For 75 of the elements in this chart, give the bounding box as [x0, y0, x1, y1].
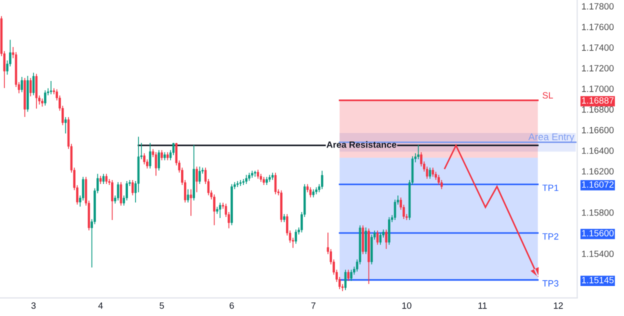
y-tick-label: 1.15400	[582, 250, 614, 258]
candlestick	[388, 217, 390, 245]
series-label: SL	[542, 92, 553, 99]
candlestick	[160, 150, 163, 160]
series-label: TP2	[542, 233, 558, 240]
candlestick	[364, 227, 367, 254]
x-tick-label: 4	[98, 302, 103, 309]
y-tick-label: 1.15145	[582, 277, 614, 284]
candlestick	[438, 174, 440, 185]
series-label: TP3	[542, 280, 558, 287]
candlestick	[428, 168, 432, 179]
candlestick	[116, 182, 120, 200]
candlestick	[196, 166, 198, 192]
candlestick	[417, 144, 420, 160]
candlestick	[190, 189, 192, 216]
y-tick-label: 1.16600	[582, 126, 614, 134]
candlestick	[376, 230, 379, 245]
candlestick	[120, 182, 122, 206]
series-label: Area Resistance	[326, 141, 396, 148]
candlestick	[242, 178, 245, 185]
candlestick	[50, 81, 52, 94]
candlestick	[362, 225, 364, 254]
candlestick	[218, 202, 222, 218]
candlestick	[132, 180, 134, 196]
series-label: TP1	[542, 184, 558, 191]
candlestick	[254, 170, 256, 177]
candlestick	[158, 150, 160, 171]
x-tick-label: 11	[478, 302, 487, 309]
y-tick-label: 1.16800	[582, 106, 614, 113]
candlestick	[35, 74, 38, 109]
y-tick-label: 1.17400	[582, 44, 614, 51]
candlestick	[294, 230, 297, 244]
y-tick-label: 1.17800	[582, 3, 614, 10]
x-tick-label: 3	[31, 302, 36, 309]
candlestick	[64, 117, 67, 134]
candlestick	[385, 230, 388, 249]
candlestick	[309, 187, 312, 198]
candlestick	[274, 172, 277, 194]
candlestick	[149, 142, 152, 168]
candlestick	[213, 194, 216, 226]
y-tick-label: 1.15800	[582, 209, 614, 216]
y-tick-label: 1.16400	[582, 148, 614, 154]
y-tick-label: 1.17600	[582, 24, 614, 30]
candlestick	[111, 180, 114, 220]
y-tick-label: 1.17000	[582, 86, 614, 92]
candlestick	[102, 174, 105, 184]
y-tick-label: 1.16072	[582, 181, 614, 188]
x-tick-label: 6	[230, 302, 234, 309]
candlestick	[236, 181, 239, 188]
x-tick-label: 5	[160, 302, 164, 309]
y-tick-label: 1.16887	[582, 97, 614, 104]
candlestick	[29, 78, 32, 96]
candlestick	[379, 232, 382, 245]
series-label: Area Entry	[528, 133, 574, 142]
candlestick	[20, 76, 23, 92]
candlestick	[143, 153, 146, 164]
candlestick	[344, 270, 347, 290]
y-tick-label: 1.17200	[582, 65, 614, 72]
y-tick-label: 1.16200	[582, 168, 614, 175]
candlestick	[186, 189, 190, 203]
candlestick	[105, 174, 108, 184]
candlestick	[198, 166, 201, 184]
candlestick	[347, 270, 350, 281]
candlestick	[239, 180, 242, 186]
candlestick	[321, 170, 324, 190]
candlestick	[44, 90, 46, 106]
x-tick-label: 12	[554, 302, 563, 309]
x-tick-label: 10	[402, 302, 412, 309]
candlestick	[154, 152, 158, 176]
candlestick	[251, 170, 254, 178]
x-tick-label: 7	[311, 302, 316, 309]
candlestick	[32, 72, 35, 96]
candlestick	[350, 270, 352, 281]
y-tick-label: 1.15600	[582, 230, 614, 236]
candlestick	[394, 200, 396, 220]
